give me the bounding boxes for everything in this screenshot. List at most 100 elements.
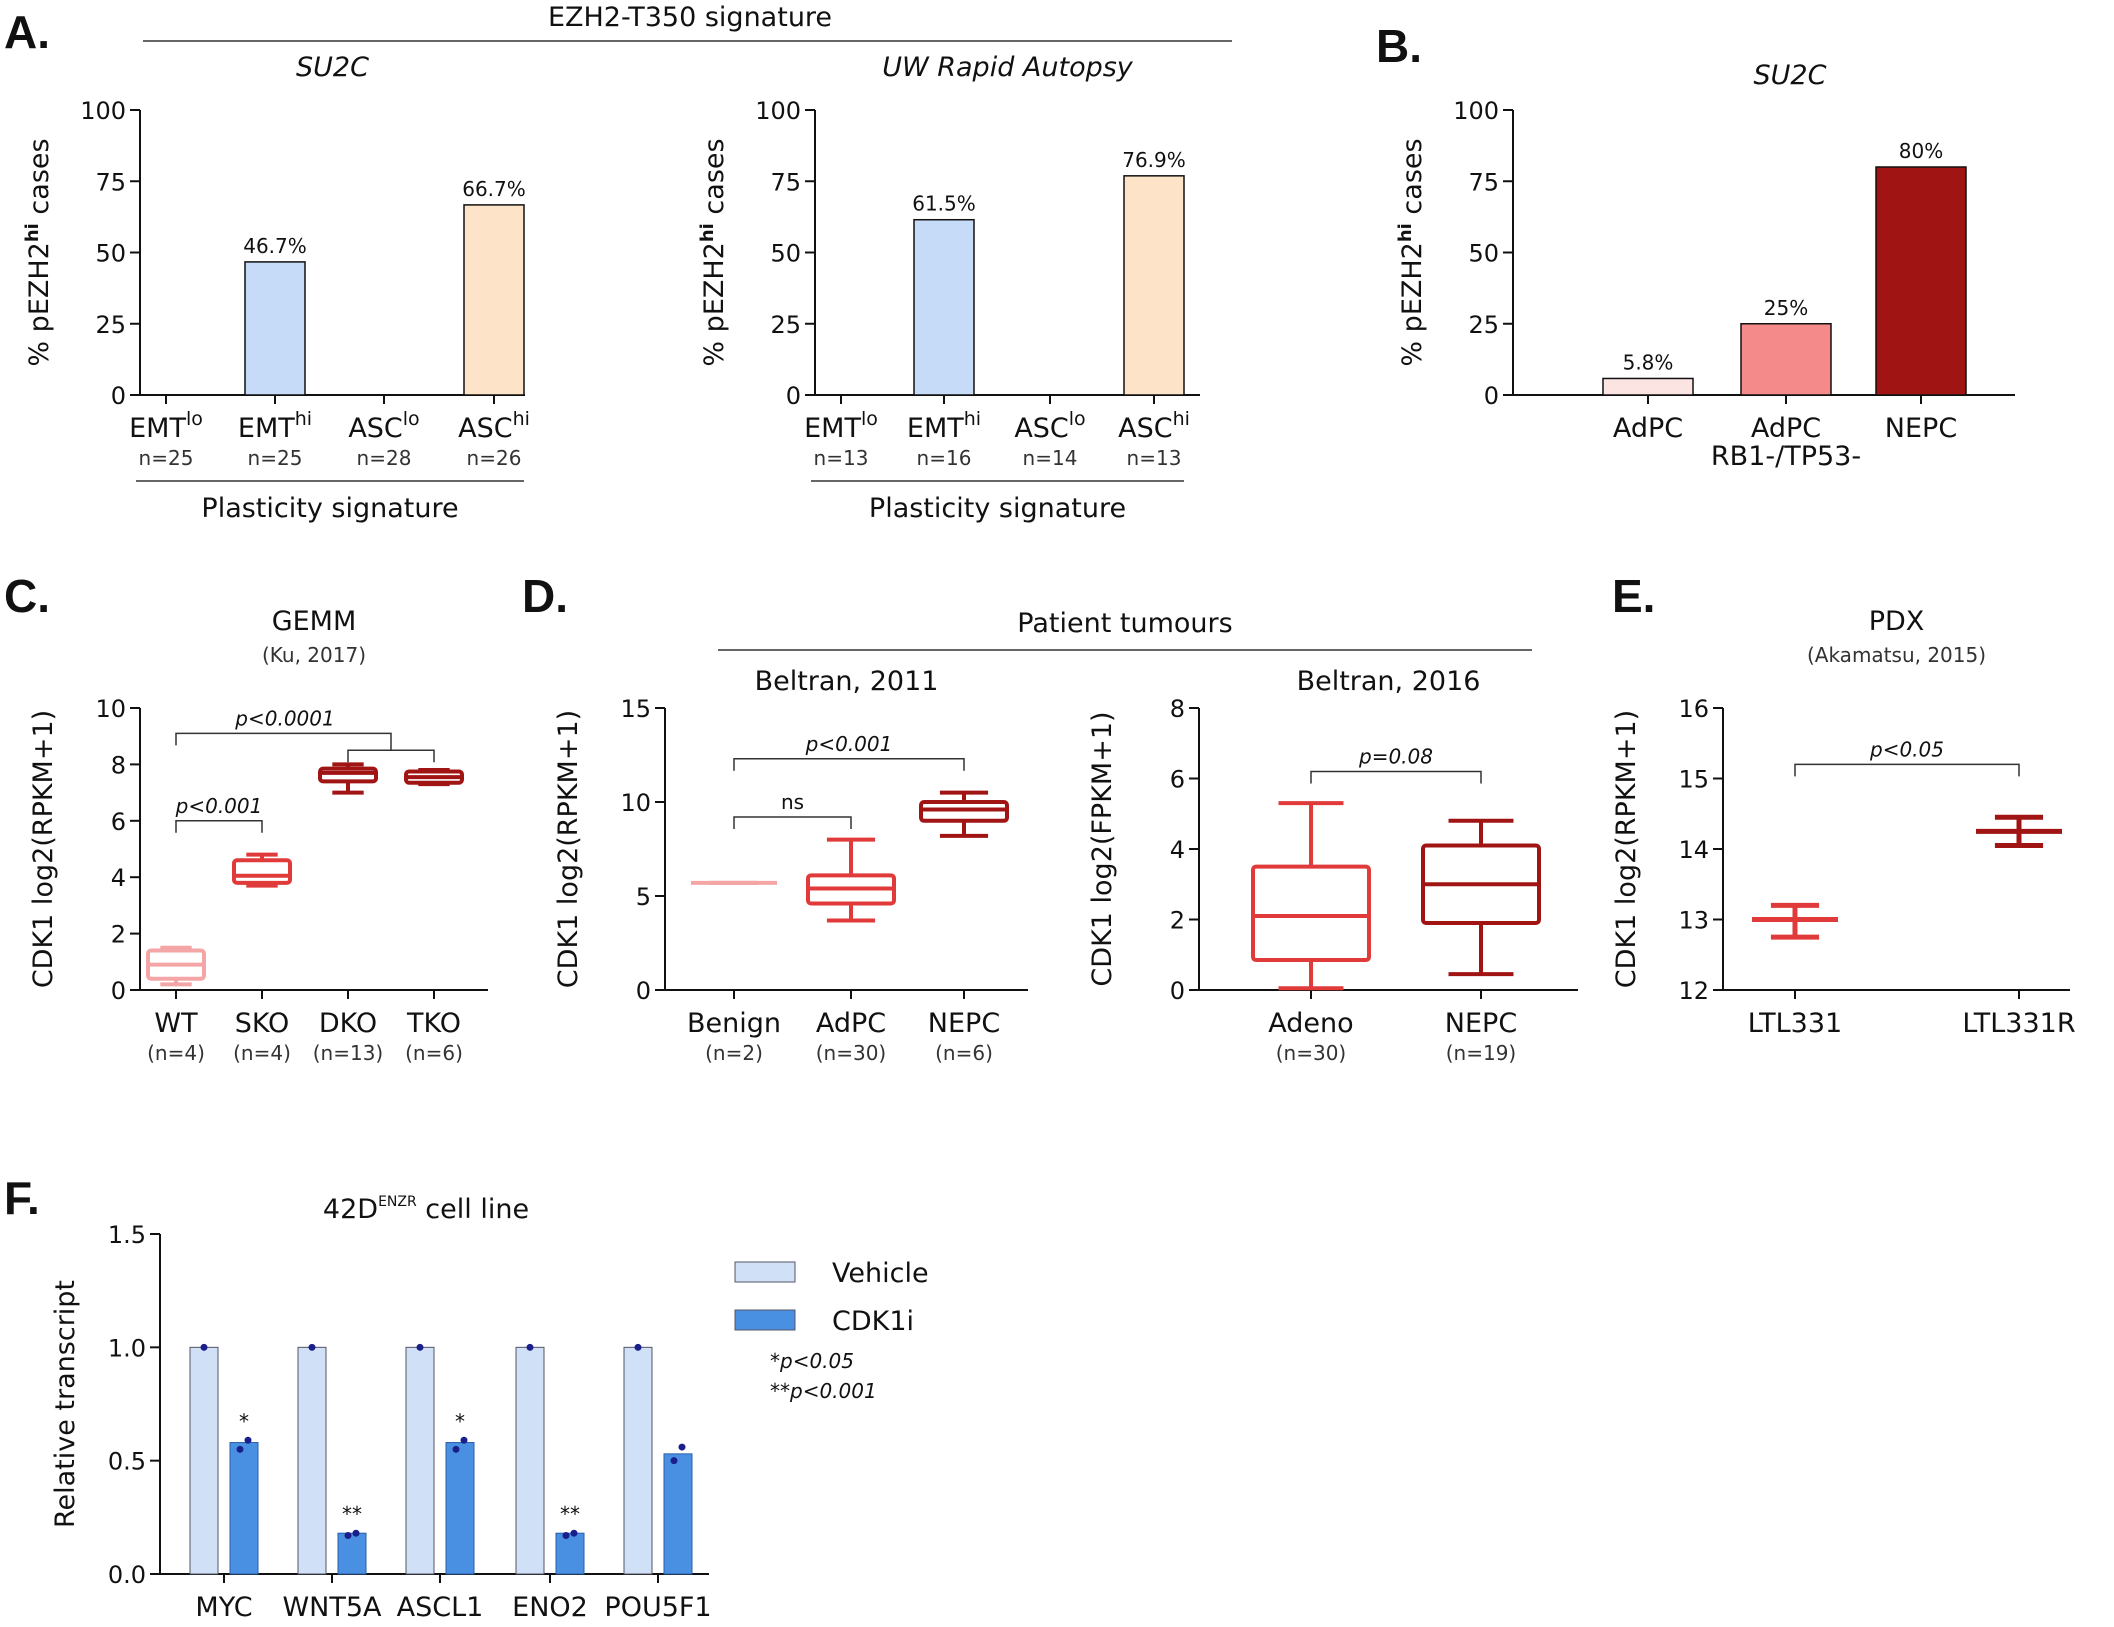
y-tick-label: 100 [1453,97,1499,125]
x-tick-label: Benign [687,1008,781,1039]
x-tick-label: NEPC [1885,413,1957,444]
y-tick-label: 75 [95,168,126,196]
p-value-label: ns [781,790,804,814]
x-tick-label: TKO [406,1008,461,1039]
data-point [244,1436,252,1444]
n-count-label: n=16 [917,446,972,470]
y-tick-label: 2 [111,921,126,949]
significance-star: ** [560,1502,580,1526]
n-count-label: (n=6) [935,1041,993,1065]
data-point [526,1343,534,1351]
bracket-line [733,816,852,830]
data-point [634,1343,642,1351]
panel-letter-b: B. [1376,20,1422,72]
data-point [352,1529,360,1537]
data-point [570,1529,578,1537]
y-tick-label: 4 [1170,836,1185,864]
n-count-label: (n=4) [147,1041,205,1065]
x-tick-label: AdPC [1613,413,1683,444]
p-value-label: p<0.001 [175,794,263,818]
chart-subtitle: (Akamatsu, 2015) [1807,643,1986,667]
y-axis-label: % pEZH2hi cases [697,138,730,366]
panel-letter-a: A. [4,6,50,58]
x-tick-label: DKO [319,1008,377,1039]
y-tick-label: 14 [1678,836,1709,864]
panel-letter-d: D. [522,570,568,622]
significance-star: * [239,1409,249,1433]
bar-vehicle [405,1346,435,1575]
box-body [1251,864,1371,963]
significance-bracket: p<0.001 [733,732,965,771]
n-count-label: (n=13) [313,1041,384,1065]
y-axis-label: CDK1 log2(FPKM+1) [1087,711,1118,986]
x-tick-label: ENO2 [512,1592,588,1623]
y-tick-label: 6 [111,808,126,836]
y-tick-label: 0 [111,382,126,410]
y-tick-label: 50 [95,240,126,268]
bar [244,261,306,396]
bracket-line [1310,770,1482,784]
chart-title: PDX [1869,606,1925,637]
bar [1602,377,1694,396]
n-count-label: n=28 [357,446,412,470]
bar-value-label: 25% [1764,296,1808,320]
x-tick-label: EMTlo [804,408,878,444]
significance-bracket: p<0.05 [1794,737,2020,777]
significance-star: * [455,1409,465,1433]
legend-label: CDK1i [832,1306,914,1337]
x-tick-label: NEPC [1445,1008,1517,1039]
y-tick-label: 75 [770,168,801,196]
bar-value-label: 46.7% [243,234,307,258]
legend-note: **p<0.001 [770,1379,877,1403]
box-body [318,766,378,784]
n-count-label: n=25 [248,446,303,470]
data-point [562,1531,570,1539]
bar [913,218,975,396]
x-tick-label: ASClo [1014,408,1085,444]
bar-value-label: 76.9% [1122,148,1186,172]
chart-d1: 0 5 10 15 CDK1 log2(RPKM+1) Beltran, 2011 Beni… [553,666,1028,1065]
bar-vehicle [623,1346,653,1575]
chart-title: SU2C [296,52,369,83]
x-tick-label: NEPC [928,1008,1000,1039]
bar-cdk1i [445,1442,475,1575]
data-point [416,1343,424,1351]
data-point [452,1445,460,1453]
bar-cdk1i [663,1453,693,1575]
chart-c: 0 2 4 6 8 10 CDK1 log2(RPKM+1) GEMM (Ku, 2017) WT… [28,606,488,1065]
bar-vehicle [297,1346,327,1575]
group-label: Plasticity signature [869,493,1126,524]
box-body [232,858,292,885]
bar-value-label: 66.7% [462,177,526,201]
chart-title: 42DENZR cell line [323,1194,529,1225]
x-tick-label: AdPC [816,1008,886,1039]
y-tick-label: 50 [1468,240,1499,268]
panel-a-header: EZH2-T350 signature [548,2,832,33]
x-tick-label: SKO [235,1008,290,1039]
panel-letter-c: C. [4,570,50,622]
y-tick-label: 25 [95,311,126,339]
bracket-outer [175,732,392,751]
y-axis-label: Relative transcript [50,1280,81,1528]
chart-title: SU2C [1754,60,1827,91]
y-tick-label: 0 [1170,977,1185,1005]
bar-vehicle [189,1346,219,1575]
p-value-label: p<0.05 [1869,737,1944,761]
p-value-label: p<0.0001 [234,706,334,730]
n-count-label: (n=6) [405,1041,463,1065]
bracket-line [1794,763,2020,777]
y-tick-label: 6 [1170,766,1185,794]
significance-star: ** [342,1502,362,1526]
x-tick-label: AdPC [1751,413,1821,444]
x-tick-label: ASChi [458,408,530,444]
data-point [236,1445,244,1453]
bar [1740,323,1832,396]
x-tick-label: LTL331R [1962,1008,2075,1039]
x-tick-label: POU5F1 [604,1592,711,1623]
chart-f: 0.0 0.5 1.0 1.5 Relative transcript 42DENZR c… [50,1194,929,1623]
panel-letter-e: E. [1612,570,1655,622]
group-label: Plasticity signature [201,493,458,524]
n-count-label: (n=4) [233,1041,291,1065]
x-tick-label: LTL331 [1748,1008,1842,1039]
y-tick-label: 8 [1170,695,1185,723]
